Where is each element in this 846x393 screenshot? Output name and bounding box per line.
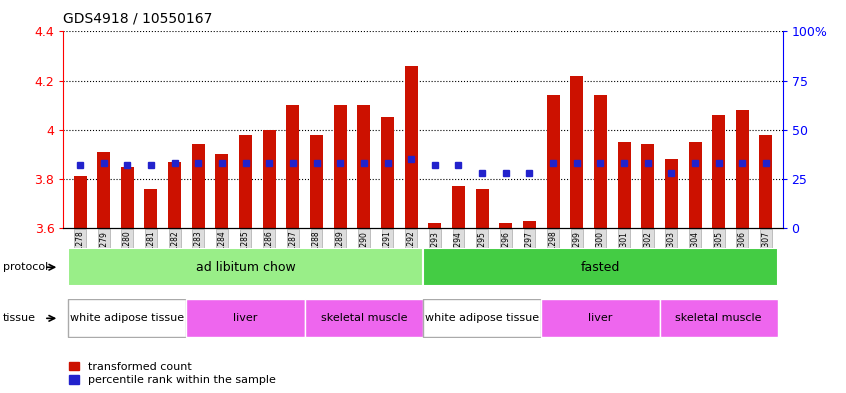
Text: protocol: protocol (3, 262, 47, 272)
Bar (428, 223, 442, 228)
Bar (186, 299, 305, 337)
Text: skeletal muscle: skeletal muscle (321, 313, 407, 323)
Bar (287, 105, 299, 228)
Bar (357, 105, 371, 228)
Bar (452, 186, 465, 228)
Bar (660, 299, 777, 337)
Bar (712, 115, 725, 228)
Bar (475, 189, 489, 228)
Bar (74, 176, 86, 228)
Bar (305, 299, 423, 337)
Bar (145, 189, 157, 228)
Bar (310, 134, 323, 228)
Bar (168, 162, 181, 228)
Text: white adipose tissue: white adipose tissue (425, 313, 539, 323)
Text: ad libitum chow: ad libitum chow (195, 261, 295, 274)
Text: liver: liver (233, 313, 258, 323)
Bar (69, 299, 186, 337)
Bar (216, 154, 228, 228)
Bar (69, 248, 423, 286)
Text: fasted: fasted (580, 261, 620, 274)
Bar (618, 142, 630, 228)
Legend: transformed count, percentile rank within the sample: transformed count, percentile rank withi… (69, 362, 276, 386)
Bar (239, 134, 252, 228)
Bar (192, 145, 205, 228)
Text: GDS4918 / 10550167: GDS4918 / 10550167 (63, 12, 213, 26)
Bar (423, 248, 777, 286)
Bar (689, 142, 701, 228)
Bar (423, 299, 541, 337)
Text: liver: liver (588, 313, 613, 323)
Bar (547, 95, 559, 228)
Text: white adipose tissue: white adipose tissue (70, 313, 184, 323)
Bar (523, 220, 536, 228)
Bar (594, 95, 607, 228)
Bar (333, 105, 347, 228)
Bar (381, 118, 394, 228)
Bar (665, 159, 678, 228)
Bar (499, 223, 513, 228)
Bar (641, 145, 654, 228)
Bar (263, 130, 276, 228)
Bar (570, 76, 583, 228)
Text: skeletal muscle: skeletal muscle (675, 313, 762, 323)
Bar (97, 152, 110, 228)
Bar (541, 299, 660, 337)
Bar (760, 134, 772, 228)
Bar (121, 167, 134, 228)
Text: tissue: tissue (3, 313, 36, 323)
Bar (404, 66, 418, 228)
Bar (736, 110, 749, 228)
